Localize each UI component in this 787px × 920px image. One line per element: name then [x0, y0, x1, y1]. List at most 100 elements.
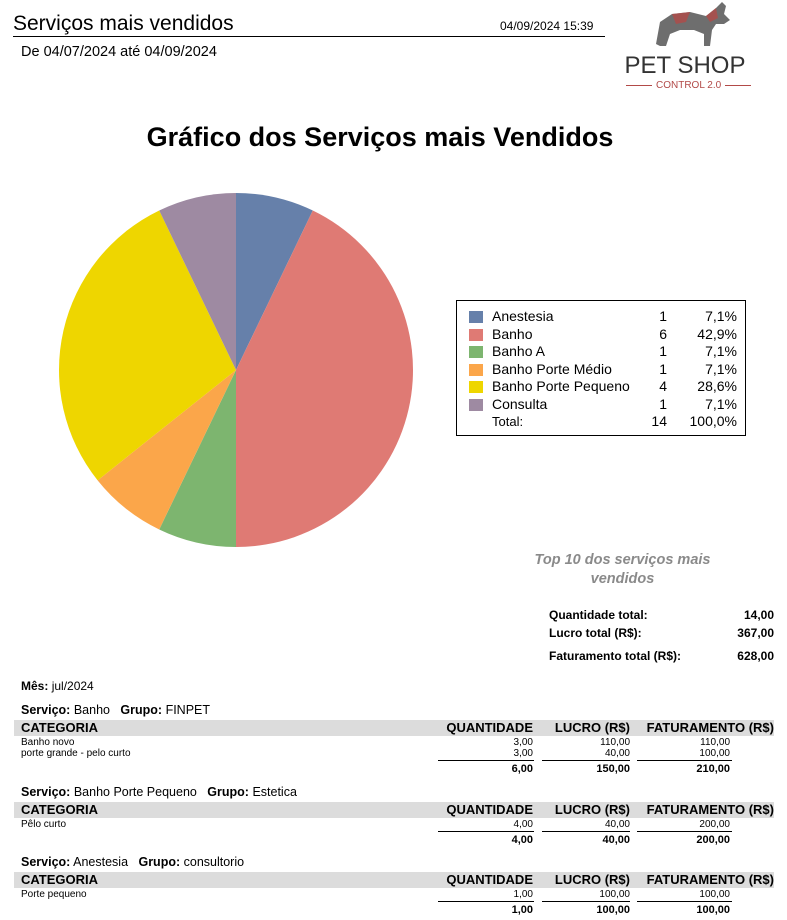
service-header: Serviço: Banho Porte Pequeno Grupo: Este… [21, 785, 297, 799]
col-faturamento: FATURAMENTO (R$) [646, 720, 774, 735]
legend-item: Banho Porte Médio 1 7,1% [467, 361, 745, 379]
legend-count: 4 [659, 378, 667, 394]
cell-quantidade: 4,00 [513, 819, 533, 830]
legend-swatch [469, 381, 483, 393]
legend-total-label: Total: [492, 414, 524, 429]
cell-faturamento: 200,00 [699, 819, 730, 830]
subtotal-lucro: 150,00 [596, 763, 630, 775]
group-label: Grupo: [138, 855, 181, 869]
pie-slice-banho-porte-pequeno [58, 210, 236, 481]
subtotal-lucro: 100,00 [596, 904, 630, 916]
chart-legend: Anestesia 1 7,1% Banho 6 42,9% Banho A 1 7,1% Ban… [456, 300, 746, 436]
title-divider [13, 36, 605, 37]
legend-count: 1 [659, 360, 667, 377]
table-row: Porte pequeno 1,00 100,00 100,00 [14, 889, 774, 901]
pie-slice-banho [236, 210, 413, 547]
category-header-bar: CATEGORIA QUANTIDADE LUCRO (R$) FATURAMENTO… [14, 802, 774, 818]
cell-quantidade: 3,00 [513, 737, 533, 748]
cell-categoria: Porte pequeno [21, 889, 87, 900]
cell-lucro: 110,00 [600, 737, 630, 748]
legend-name: Banho A [492, 343, 545, 359]
category-header-bar: CATEGORIA QUANTIDADE LUCRO (R$) FATURAMENTO… [14, 720, 774, 736]
legend-item: Consulta 1 7,1% [467, 396, 745, 414]
legend-item: Banho A 1 7,1% [467, 343, 745, 361]
legend-percent: 7,1% [705, 343, 737, 359]
logo-subtitle-text: CONTROL 2.0 [656, 80, 722, 91]
subtotal-faturamento: 200,00 [696, 834, 730, 846]
subtotal-line [438, 831, 534, 832]
logo-subtitle: CONTROL 2.0 [622, 80, 752, 91]
pie-chart [58, 193, 413, 547]
service-name: Anestesia [73, 855, 129, 869]
cell-categoria: porte grande - pelo curto [21, 748, 131, 759]
subtotal-faturamento: 100,00 [696, 904, 730, 916]
pie-slice-banho-a [159, 370, 236, 547]
pie-slice-consulta [159, 193, 236, 370]
group-name: FINPET [165, 703, 211, 717]
category-header-bar: CATEGORIA QUANTIDADE LUCRO (R$) FATURAMENTO… [14, 872, 774, 888]
cell-faturamento: 100,00 [699, 889, 730, 900]
col-lucro: LUCRO (R$) [554, 720, 630, 735]
legend-item: Banho 6 42,9% [467, 326, 745, 344]
cell-lucro: 40,00 [604, 819, 630, 830]
subtotal-line [542, 760, 630, 761]
service-header: Serviço: Anestesia Grupo: consultorio [21, 855, 244, 869]
legend-total-count: 14 [651, 413, 667, 429]
col-categoria: CATEGORIA [21, 802, 99, 817]
legend-percent: 28,6% [697, 378, 737, 394]
faturamento-total-value: 628,00 [737, 649, 774, 663]
legend-total-row: Total: 14 100,0% [467, 413, 745, 431]
service-name: Banho [73, 703, 110, 717]
legend-count: 6 [659, 325, 667, 342]
legend-percent: 7,1% [705, 308, 737, 324]
dog-silhouette-icon [656, 2, 730, 46]
subtotal-quantidade: 4,00 [511, 834, 533, 846]
cell-lucro: 40,00 [604, 748, 630, 759]
col-faturamento: FATURAMENTO (R$) [646, 872, 774, 887]
group-label: Grupo: [120, 703, 163, 717]
legend-count: 1 [659, 308, 667, 324]
quantidade-total-value: 14,00 [743, 608, 774, 622]
subtotal-row: 4,00 40,00 200,00 [14, 833, 774, 847]
service-label: Serviço: [21, 703, 71, 717]
col-categoria: CATEGORIA [21, 720, 99, 735]
report-period: De 04/07/2024 até 04/09/2024 [21, 44, 217, 60]
cell-lucro: 100,00 [599, 889, 630, 900]
pie-slice-anestesia [236, 193, 313, 370]
col-quantidade: QUANTIDADE [446, 802, 533, 817]
month-value: jul/2024 [51, 679, 94, 693]
service-label: Serviço: [21, 785, 71, 799]
legend-percent: 42,9% [697, 325, 737, 342]
month-label: Mês: [21, 679, 49, 693]
subtotal-row: 6,00 150,00 210,00 [14, 762, 774, 776]
report-title: Serviços mais vendidos [13, 12, 234, 35]
faturamento-total-label: Faturamento total (R$): [549, 649, 681, 663]
subtotal-lucro: 40,00 [602, 834, 630, 846]
group-name: consultorio [183, 855, 245, 869]
col-lucro: LUCRO (R$) [554, 872, 630, 887]
report-datetime: 04/09/2024 15:39 [500, 19, 594, 33]
cell-quantidade: 3,00 [513, 748, 533, 759]
subtotal-line [542, 831, 630, 832]
subtotal-line [542, 901, 630, 902]
cell-faturamento: 110,00 [700, 737, 730, 748]
subtotal-line [438, 901, 534, 902]
chart-title: Gráfico dos Serviços mais Vendidos [146, 122, 614, 152]
col-quantidade: QUANTIDADE [446, 872, 533, 887]
legend-name: Anestesia [492, 308, 554, 324]
top10-caption: Top 10 dos serviços mais vendidos [534, 552, 711, 587]
subtotal-quantidade: 6,00 [511, 763, 533, 775]
legend-swatch [469, 311, 483, 323]
col-lucro: LUCRO (R$) [554, 802, 630, 817]
cell-categoria: Banho novo [21, 737, 75, 748]
col-categoria: CATEGORIA [21, 872, 99, 887]
subtotal-line [637, 901, 732, 902]
legend-item: Banho Porte Pequeno 4 28,6% [467, 378, 745, 396]
legend-percent: 7,1% [705, 395, 737, 412]
legend-item: Anestesia 1 7,1% [467, 308, 745, 326]
lucro-total-label: Lucro total (R$): [549, 626, 642, 640]
cell-categoria: Pêlo curto [21, 819, 67, 830]
subtotal-line [637, 831, 732, 832]
table-row: porte grande - pelo curto 3,00 40,00 100,00 [14, 748, 774, 760]
legend-name: Banho Porte Pequeno [492, 378, 630, 394]
